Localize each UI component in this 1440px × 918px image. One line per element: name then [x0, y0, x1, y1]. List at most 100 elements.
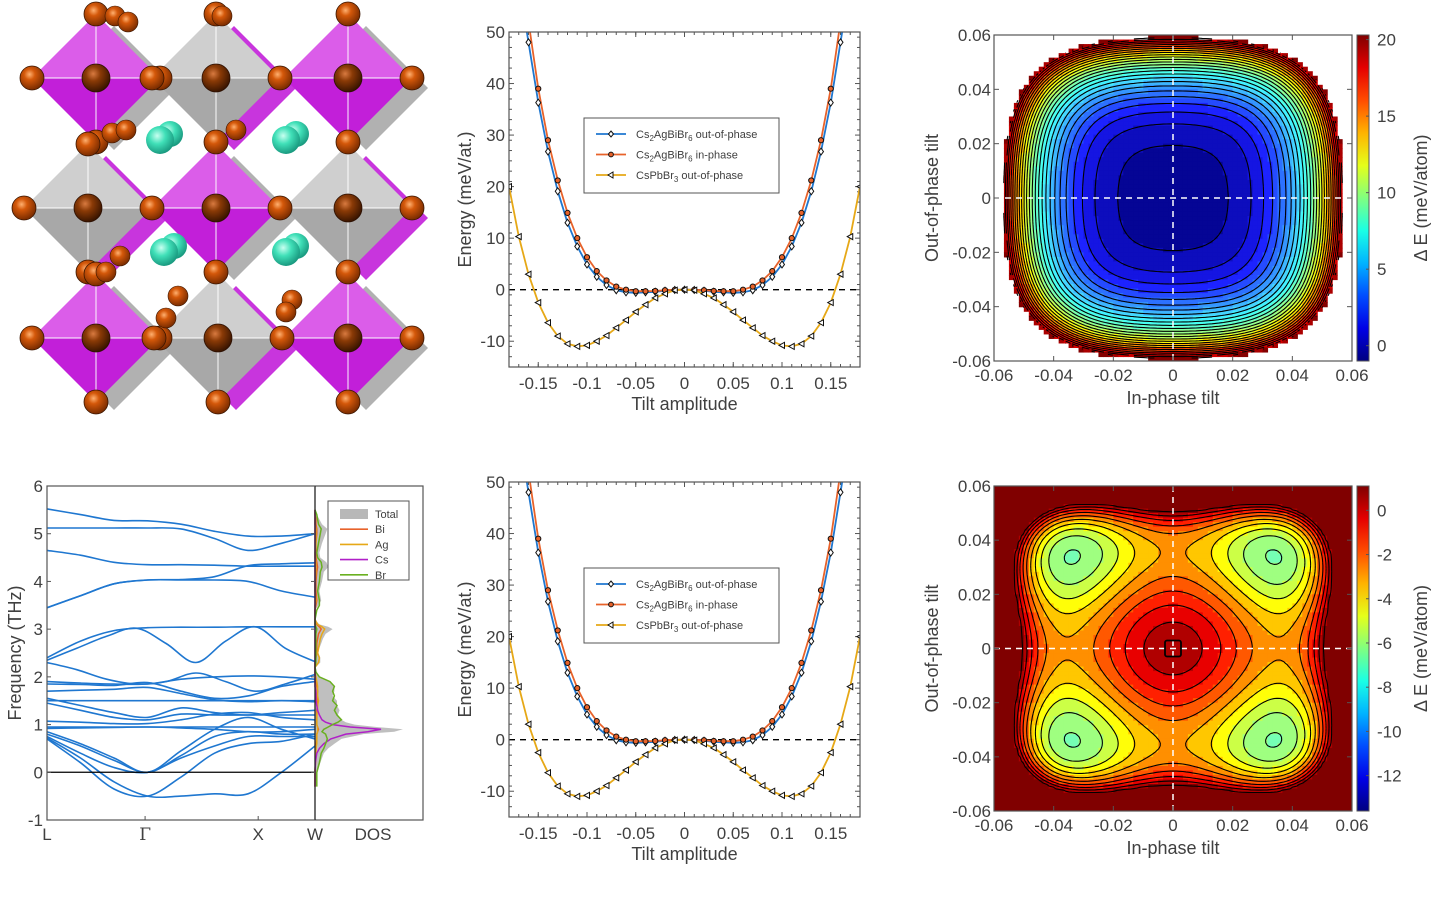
contour-cell [1242, 293, 1249, 299]
contour-cell [1103, 161, 1109, 167]
contour-cell [1118, 252, 1124, 258]
contour-cell [1113, 265, 1119, 272]
contour-cell [1192, 166, 1199, 172]
contour-cell [1093, 207, 1100, 213]
data-point-triangle [826, 298, 834, 307]
contour-cell [1217, 274, 1224, 281]
contour-cell [1187, 89, 1194, 95]
contour-cell [1113, 351, 1119, 358]
contour-cell [1093, 347, 1100, 353]
x-tick-label: -0.05 [616, 374, 655, 393]
contour-cell [1257, 75, 1264, 81]
contour-cell [1337, 184, 1343, 190]
contour-cell [1133, 107, 1139, 113]
contour-cell [1237, 143, 1244, 149]
contour-cell [1118, 152, 1124, 158]
contour-cell [1247, 315, 1254, 321]
br-atom [267, 65, 293, 91]
contour-cell [1262, 57, 1269, 63]
contour-cell [1078, 166, 1085, 172]
contour-cell [1118, 102, 1124, 109]
contour-cell [1192, 116, 1199, 122]
contour-cell [1163, 297, 1169, 303]
contour-top-panel: -0.06-0.06-0.04-0.04-0.02-0.02000.020.02… [922, 26, 1431, 408]
contour-cell [1033, 152, 1040, 158]
contour-cell [1163, 111, 1169, 118]
contour-cell [1143, 139, 1149, 145]
data-point-triangle [709, 294, 717, 302]
contour-cell [1242, 170, 1249, 176]
contour-cell [1197, 107, 1204, 113]
contour-cell [1023, 234, 1030, 240]
contour-cell [1297, 166, 1303, 172]
contour-cell [1217, 111, 1224, 118]
contour-cell [1197, 238, 1204, 244]
y-axis-label: Energy (meV/at.) [455, 131, 475, 267]
contour-cell [1133, 229, 1139, 235]
contour-cell [1123, 179, 1129, 186]
contour-cell [1073, 62, 1080, 68]
contour-cell [1148, 125, 1154, 131]
contour-cell [1118, 311, 1124, 317]
contour-cell [1237, 98, 1244, 104]
contour-cell [1252, 207, 1259, 213]
contour-cell [1197, 216, 1204, 222]
contour-cell [1023, 225, 1030, 231]
contour-cell [1272, 53, 1279, 59]
bi-octahedron [284, 14, 412, 142]
contour-cell [1173, 188, 1179, 195]
contour-cell [1118, 256, 1124, 262]
contour-cell [1207, 139, 1214, 145]
contour-cell [1118, 270, 1124, 276]
contour-cell [1018, 166, 1025, 172]
contour-cell [1153, 193, 1159, 199]
contour-cell [1182, 216, 1189, 222]
contour-cell [1053, 198, 1060, 204]
contour-cell [1177, 39, 1184, 45]
contour-cell [1262, 62, 1269, 68]
colorbar [1356, 34, 1370, 362]
contour-cell [1153, 93, 1159, 99]
contour-cell [1123, 324, 1129, 330]
contour-cell [1327, 134, 1333, 140]
contour-cell [1103, 57, 1109, 63]
contour-cell [1272, 216, 1279, 222]
contour-cell [1187, 107, 1194, 113]
contour-cell [1073, 148, 1080, 154]
y-tick-label: 10 [486, 229, 505, 248]
contour-cell [1033, 270, 1040, 276]
contour-cell [1282, 202, 1288, 208]
contour-cell [1242, 270, 1249, 276]
contour-cell [1272, 89, 1279, 95]
contour-cell [1138, 302, 1144, 308]
contour-cell [1292, 161, 1298, 167]
contour-cell [1098, 211, 1104, 217]
contour-cell [1247, 229, 1254, 235]
contour-cell [1227, 211, 1234, 217]
contour-cell [1093, 306, 1100, 312]
contour-cell [1227, 148, 1234, 154]
contour-cell [1187, 252, 1194, 258]
contour-cell [1128, 193, 1134, 199]
contour-cell [1098, 188, 1104, 195]
contour-cell [1247, 111, 1254, 118]
octahedron-face [32, 274, 96, 338]
contour-cell [1073, 98, 1080, 104]
contour-cell [1143, 234, 1149, 240]
contour-cell [1192, 184, 1199, 190]
contour-cell [1212, 320, 1219, 326]
contour-cell [1173, 116, 1179, 122]
contour-cell [1187, 274, 1194, 281]
contour-cell [1227, 80, 1234, 86]
data-point-diamond [837, 37, 844, 47]
contour-cell [1078, 347, 1085, 353]
contour-cell [1048, 134, 1055, 140]
contour-cell [1212, 225, 1219, 231]
contour-cell [1212, 220, 1219, 226]
contour-cell [1063, 234, 1070, 240]
contour-cell [1133, 279, 1139, 285]
contour-cell [1232, 53, 1239, 59]
contour-cell [1163, 261, 1169, 267]
data-point-triangle [748, 323, 756, 332]
contour-cell [1202, 342, 1209, 349]
